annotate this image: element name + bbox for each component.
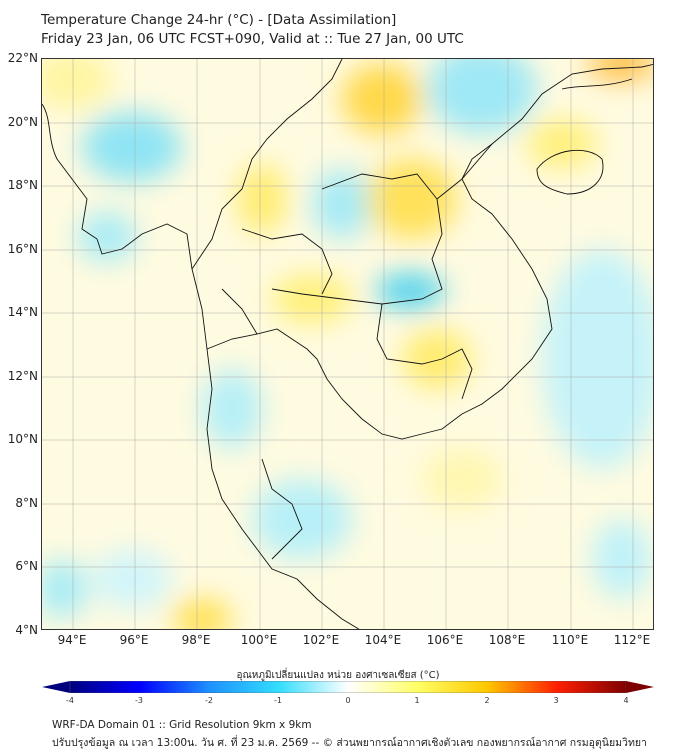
lat-label: 22°N <box>7 51 38 65</box>
lon-label: 96°E <box>119 633 149 647</box>
colorbar-tick: -1 <box>274 696 282 705</box>
lon-label: 112°E <box>613 633 651 647</box>
update-credit: ปรับปรุงข้อมูล ณ เวลา 13:00น. วัน ศ. ที่… <box>52 737 647 749</box>
colorbar-tick: -3 <box>135 696 143 705</box>
lat-label: 4°N <box>15 623 38 637</box>
lon-label: 94°E <box>57 633 87 647</box>
lon-label: 106°E <box>426 633 464 647</box>
colorbar-tick: 4 <box>623 696 629 705</box>
colorbar-max-arrow <box>626 681 654 693</box>
lat-label: 14°N <box>7 305 38 319</box>
temperature-change-map <box>41 58 654 630</box>
lat-label: 18°N <box>7 178 38 192</box>
lon-label: 100°E <box>240 633 278 647</box>
map-subtitle: Friday 23 Jan, 06 UTC FCST+090, Valid at… <box>41 31 464 47</box>
colorbar-tick: 1 <box>414 696 420 705</box>
colorbar-tick: 0 <box>345 696 351 705</box>
colorbar <box>42 681 654 693</box>
colorbar-tick: -2 <box>205 696 213 705</box>
coastlines-and-borders <box>42 59 653 629</box>
colorbar-gradient <box>69 681 627 693</box>
map-title: Temperature Change 24-hr (°C) - [Data As… <box>41 12 397 28</box>
lon-label: 98°E <box>181 633 211 647</box>
lon-label: 104°E <box>364 633 402 647</box>
colorbar-tick: 2 <box>484 696 490 705</box>
temperature-field <box>42 59 653 629</box>
colorbar-min-arrow <box>42 681 70 693</box>
model-info: WRF-DA Domain 01 :: Grid Resolution 9km … <box>52 719 312 731</box>
graticule <box>42 59 653 629</box>
colorbar-tick: 3 <box>553 696 559 705</box>
lat-label: 20°N <box>7 115 38 129</box>
colorbar-title: อุณหภูมิเปลี่ยนแปลง หน่วย องศาเซลเซียส (… <box>236 670 440 681</box>
lat-label: 10°N <box>7 432 38 446</box>
lon-label: 102°E <box>302 633 340 647</box>
lat-label: 16°N <box>7 242 38 256</box>
lat-label: 12°N <box>7 369 38 383</box>
colorbar-tick: -4 <box>66 696 74 705</box>
lon-label: 108°E <box>488 633 526 647</box>
lat-label: 6°N <box>15 559 38 573</box>
lon-label: 110°E <box>551 633 589 647</box>
lat-label: 8°N <box>15 496 38 510</box>
